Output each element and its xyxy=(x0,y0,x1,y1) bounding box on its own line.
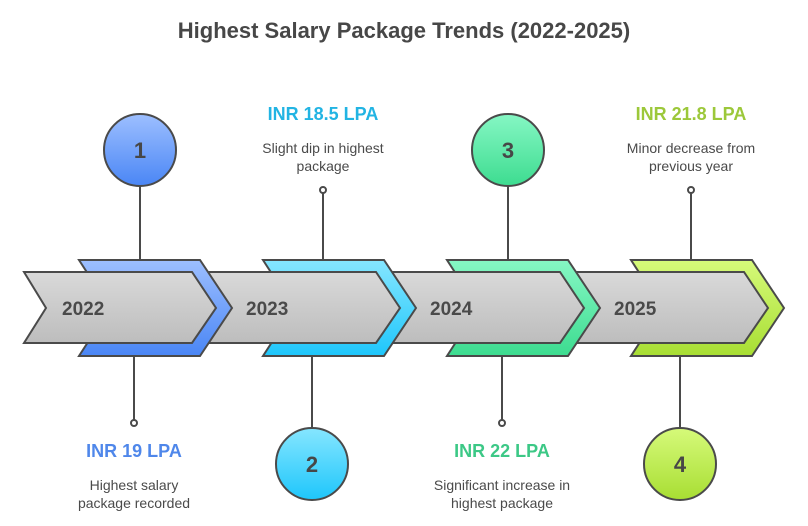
step-4-year-chevron xyxy=(574,271,770,344)
salary-description: Minor decrease from previous year xyxy=(626,140,756,174)
step-number-circle xyxy=(643,427,717,501)
salary-value: INR 18.5 LPA xyxy=(267,104,379,124)
step-number-circle xyxy=(471,113,545,187)
salary-description: Significant increase in highest package xyxy=(433,477,571,511)
year-label: 2024 xyxy=(430,299,473,320)
step-number-circle xyxy=(275,427,349,501)
salary-description: Highest salary package recorded xyxy=(77,477,191,511)
year-label: 2023 xyxy=(246,299,288,320)
connector-dot xyxy=(687,186,695,194)
year-label: 2025 xyxy=(614,299,657,320)
connector-dot xyxy=(319,186,327,194)
step-number: 4 xyxy=(674,452,687,477)
connector-dot xyxy=(130,419,138,427)
salary-value: INR 22 LPA xyxy=(454,441,550,461)
diagram-title: Highest Salary Package Trends (2022-2025… xyxy=(177,18,631,43)
step-number: 1 xyxy=(134,138,146,163)
salary-value: INR 21.8 LPA xyxy=(635,104,747,124)
step-number: 2 xyxy=(306,452,318,477)
year-label: 2022 xyxy=(62,299,104,320)
connector-dot xyxy=(498,419,506,427)
step-2-year-chevron xyxy=(206,271,402,344)
step-1-year-chevron xyxy=(22,271,218,344)
step-number: 3 xyxy=(502,138,514,163)
step-3-year-chevron xyxy=(390,271,586,344)
salary-value: INR 19 LPA xyxy=(86,441,182,461)
step-number-circle xyxy=(103,113,177,187)
salary-description: Slight dip in highest package xyxy=(262,140,384,174)
